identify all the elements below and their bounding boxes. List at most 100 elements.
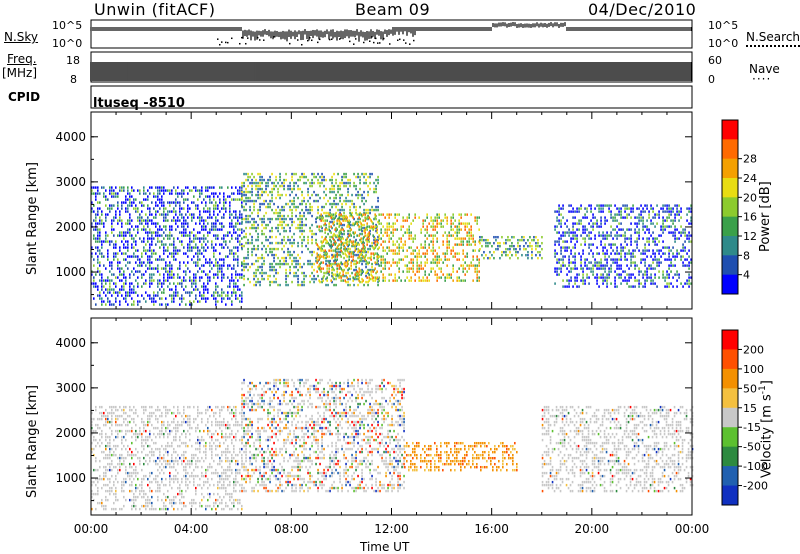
- power-cell: [203, 234, 205, 237]
- power-cell: [332, 273, 334, 276]
- power-cell: [151, 273, 153, 276]
- power-cell: [406, 231, 408, 234]
- power-cell: [109, 285, 111, 288]
- power-cell: [319, 262, 321, 266]
- power-cell: [91, 255, 93, 258]
- power-cell: [217, 207, 219, 210]
- power-cell: [580, 261, 582, 264]
- power-cell: [365, 274, 367, 278]
- power-cell: [315, 193, 317, 197]
- noise-search-label: N.Search: [746, 30, 800, 47]
- power-cell: [331, 220, 333, 224]
- power-cell: [556, 225, 558, 228]
- power-cell: [101, 222, 103, 225]
- power-cell: [378, 237, 380, 240]
- power-cell: [497, 244, 499, 248]
- power-cell: [378, 264, 380, 267]
- power-cell: [562, 285, 564, 288]
- power-cell: [201, 243, 203, 246]
- power-cell: [322, 276, 324, 279]
- power-cell: [137, 270, 139, 273]
- power-cell: [237, 261, 239, 264]
- power-cell: [277, 217, 279, 221]
- power-cell: [476, 267, 478, 270]
- power-cell: [197, 189, 199, 192]
- power-cell: [235, 216, 237, 219]
- power-cell: [333, 196, 335, 200]
- power-cell: [434, 249, 436, 252]
- power-cell: [596, 246, 598, 249]
- power-cell: [326, 276, 328, 279]
- power-cell: [141, 240, 143, 243]
- power-cell: [335, 274, 337, 278]
- power-cell: [99, 273, 101, 276]
- power-cell: [121, 294, 123, 297]
- power-cell: [343, 184, 345, 188]
- power-cell: [157, 186, 159, 189]
- power-cell: [614, 261, 616, 264]
- power-cell: [93, 204, 95, 207]
- power-cell: [273, 265, 275, 269]
- power-cell: [209, 264, 211, 267]
- power-cell: [283, 178, 285, 182]
- power-cell: [355, 175, 357, 179]
- power-cell: [223, 192, 225, 195]
- power-cell: [568, 255, 570, 258]
- power-cell: [668, 258, 670, 261]
- power-cell: [193, 201, 195, 204]
- power-cell: [333, 187, 335, 191]
- power-cell: [604, 243, 606, 246]
- power-cell: [316, 252, 318, 255]
- power-cell: [215, 300, 217, 303]
- power-cell: [382, 249, 384, 252]
- power-cell: [243, 208, 245, 212]
- power-cell: [283, 250, 285, 254]
- power-cell: [261, 262, 263, 266]
- power-cell: [141, 201, 143, 204]
- power-cell: [97, 240, 99, 243]
- power-cell: [235, 237, 237, 240]
- power-cell: [438, 255, 440, 258]
- power-cell: [331, 280, 333, 284]
- power-cell: [93, 237, 95, 240]
- power-cell: [392, 258, 394, 261]
- power-cell: [456, 231, 458, 234]
- power-cell: [610, 234, 612, 237]
- power-cell: [171, 276, 173, 279]
- power-cell: [404, 243, 406, 246]
- power-cell: [139, 189, 141, 192]
- power-cell: [558, 222, 560, 225]
- power-cell: [111, 288, 113, 291]
- power-cell: [424, 273, 426, 276]
- power-cell: [360, 237, 362, 240]
- power-cell: [305, 202, 307, 206]
- power-cell: [257, 256, 259, 260]
- power-cell: [291, 178, 293, 182]
- power-cell: [303, 262, 305, 266]
- power-cell: [566, 219, 568, 222]
- power-cell: [376, 243, 378, 246]
- power-cell: [213, 255, 215, 258]
- power-cell: [668, 249, 670, 252]
- power-cell: [354, 222, 356, 225]
- power-cell: [346, 219, 348, 222]
- power-cell: [620, 210, 622, 213]
- power-cell: [239, 186, 241, 189]
- power-cell: [279, 241, 281, 245]
- power-cell: [644, 210, 646, 213]
- power-cell: [103, 300, 105, 303]
- power-cell: [141, 294, 143, 297]
- power-cell: [367, 283, 369, 287]
- power-cell: [642, 285, 644, 288]
- power-cell: [388, 216, 390, 219]
- power-cell: [237, 234, 239, 237]
- power-cell: [321, 247, 323, 251]
- power-cell: [133, 207, 135, 210]
- power-cell: [672, 207, 674, 210]
- power-cell: [375, 217, 377, 221]
- power-cell: [594, 234, 596, 237]
- power-cell: [354, 276, 356, 279]
- power-cell: [602, 273, 604, 276]
- power-cell: [205, 204, 207, 207]
- power-cell: [472, 264, 474, 267]
